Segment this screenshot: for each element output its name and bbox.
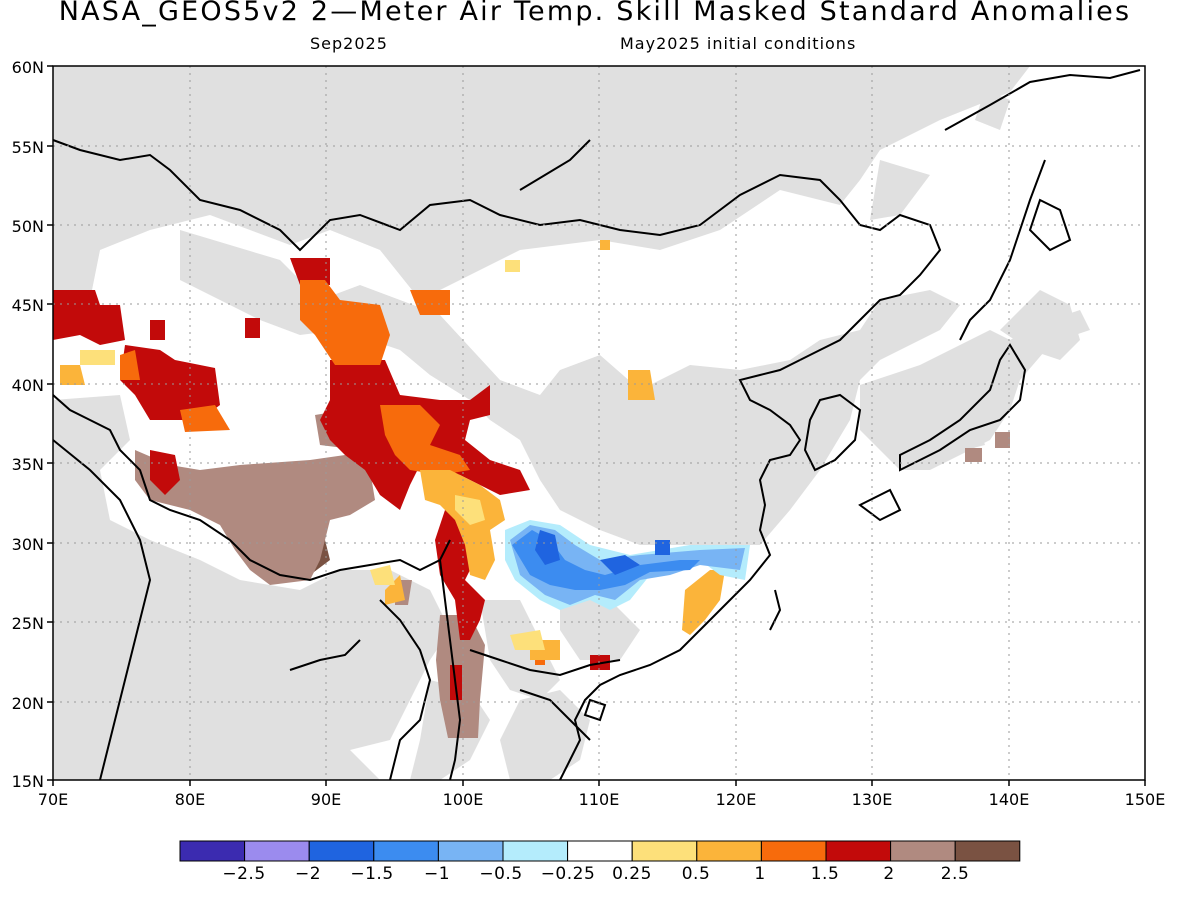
colorbar — [179, 840, 1021, 862]
colorbar-swatch — [696, 840, 762, 862]
lat-label-60n: 60N — [11, 58, 44, 77]
lon-label-150e: 150E — [1124, 790, 1166, 809]
initial-conditions-label: May2025 initial conditions — [620, 34, 857, 53]
lat-label-50n: 50N — [11, 217, 44, 236]
lat-label-45n: 45N — [11, 296, 44, 315]
colorbar-swatch — [954, 840, 1021, 862]
forecast-month-label: Sep2025 — [310, 34, 388, 53]
colorbar-label: 2.5 — [940, 864, 970, 884]
anomaly-fill-0-25-to-0-5 — [80, 260, 545, 650]
lon-label-100e: 100E — [442, 790, 484, 809]
colorbar-label: 0.25 — [612, 864, 652, 884]
lon-label-70e: 70E — [37, 790, 69, 809]
colorbar-label: 1 — [754, 864, 766, 884]
colorbar-swatch — [567, 840, 633, 862]
lon-label-110e: 110E — [578, 790, 620, 809]
colorbar-swatch — [760, 840, 827, 862]
colorbar-label: −0.25 — [540, 864, 596, 884]
coastlines-and-borders — [53, 69, 1141, 780]
map-title: NASA_GEOS5v2 2—Meter Air Temp. Skill Mas… — [58, 0, 1132, 27]
lon-label-120e: 120E — [715, 790, 757, 809]
anomaly-fill-1-to-1-5 — [120, 280, 545, 665]
anomaly-fill-neg-1-5-to-neg-2 — [535, 530, 670, 575]
lat-label-30n: 30N — [11, 535, 44, 554]
colorbar-swatch — [890, 840, 956, 862]
colorbar-label: 2 — [883, 864, 895, 884]
lat-label-40n: 40N — [11, 376, 44, 395]
axis-ticks — [47, 65, 1146, 786]
colorbar-label: −1.5 — [350, 864, 394, 884]
anomaly-fill-0-5-to-1 — [60, 240, 725, 660]
colorbar-swatch — [437, 840, 504, 862]
lat-label-20n: 20N — [11, 694, 44, 713]
lon-label-140e: 140E — [988, 790, 1030, 809]
colorbar-swatch — [179, 840, 246, 862]
colorbar-label: −2.5 — [222, 864, 266, 884]
colorbar-label: −1 — [423, 864, 451, 884]
colorbar-swatch — [502, 840, 569, 862]
colorbar-swatch — [373, 840, 439, 862]
colorbar-swatch — [308, 840, 375, 862]
colorbar-label: 1.5 — [810, 864, 840, 884]
lat-label-55n: 55N — [11, 138, 44, 157]
lat-label-15n: 15N — [11, 772, 44, 791]
colorbar-label: 0.5 — [681, 864, 711, 884]
lat-label-25n: 25N — [11, 614, 44, 633]
colorbar-swatch — [244, 840, 310, 862]
colorbar-label: −0.5 — [479, 864, 523, 884]
lon-label-130e: 130E — [851, 790, 893, 809]
colorbar-swatch — [825, 840, 892, 862]
colorbar-label: −2 — [294, 864, 322, 884]
lon-label-80e: 80E — [174, 790, 206, 809]
anomaly-fill-neg-1-to-neg-1-5 — [512, 530, 700, 590]
colorbar-swatch — [631, 840, 698, 862]
graticule — [53, 66, 1145, 780]
lat-label-35n: 35N — [11, 455, 44, 474]
lon-label-90e: 90E — [310, 790, 342, 809]
